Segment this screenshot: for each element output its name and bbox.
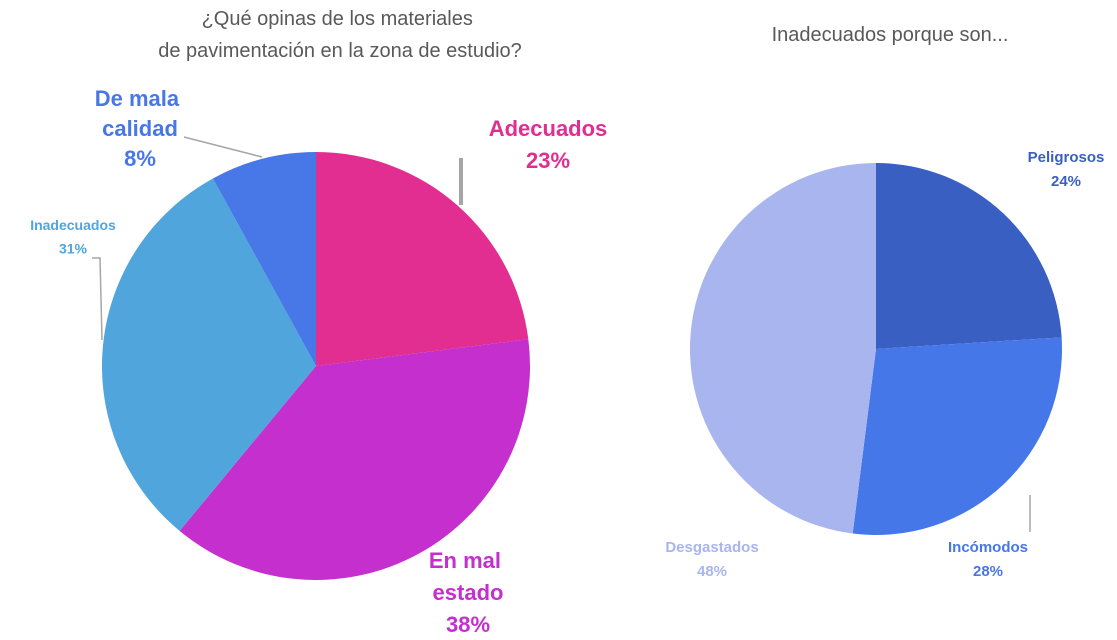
pie-slice <box>101 178 316 531</box>
chart-title: ¿Qué opinas de los materiales de pavimen… <box>158 8 522 62</box>
value-label: 28% <box>973 563 1003 580</box>
slice-label: Peligrosos <box>1028 149 1105 166</box>
value-label: 38% <box>446 612 490 637</box>
pie-slice <box>316 152 529 366</box>
pie-slice <box>876 163 1062 349</box>
value-label: 23% <box>526 148 570 173</box>
slice-label: Incómodos <box>948 539 1028 556</box>
slice-label: Inadecuados <box>30 217 116 233</box>
leader-line <box>92 257 103 341</box>
pie-slice <box>179 339 531 580</box>
slice-label: En mal estado <box>429 548 507 605</box>
value-label: 31% <box>59 241 88 257</box>
leader-lines <box>92 136 1031 532</box>
slice-label: Desgastados <box>665 539 758 556</box>
pie-slice <box>212 152 316 366</box>
leader-line <box>183 136 263 158</box>
value-label: 8% <box>124 146 156 171</box>
slice-label: Adecuados <box>489 116 608 141</box>
value-label: 24% <box>1051 173 1081 190</box>
slice-label: De mala calidad <box>95 86 186 141</box>
value-label: 48% <box>697 563 727 580</box>
pie-slice <box>689 163 876 534</box>
chart-title: Inadecuados porque son... <box>772 24 1009 46</box>
pie-slice <box>852 337 1062 535</box>
